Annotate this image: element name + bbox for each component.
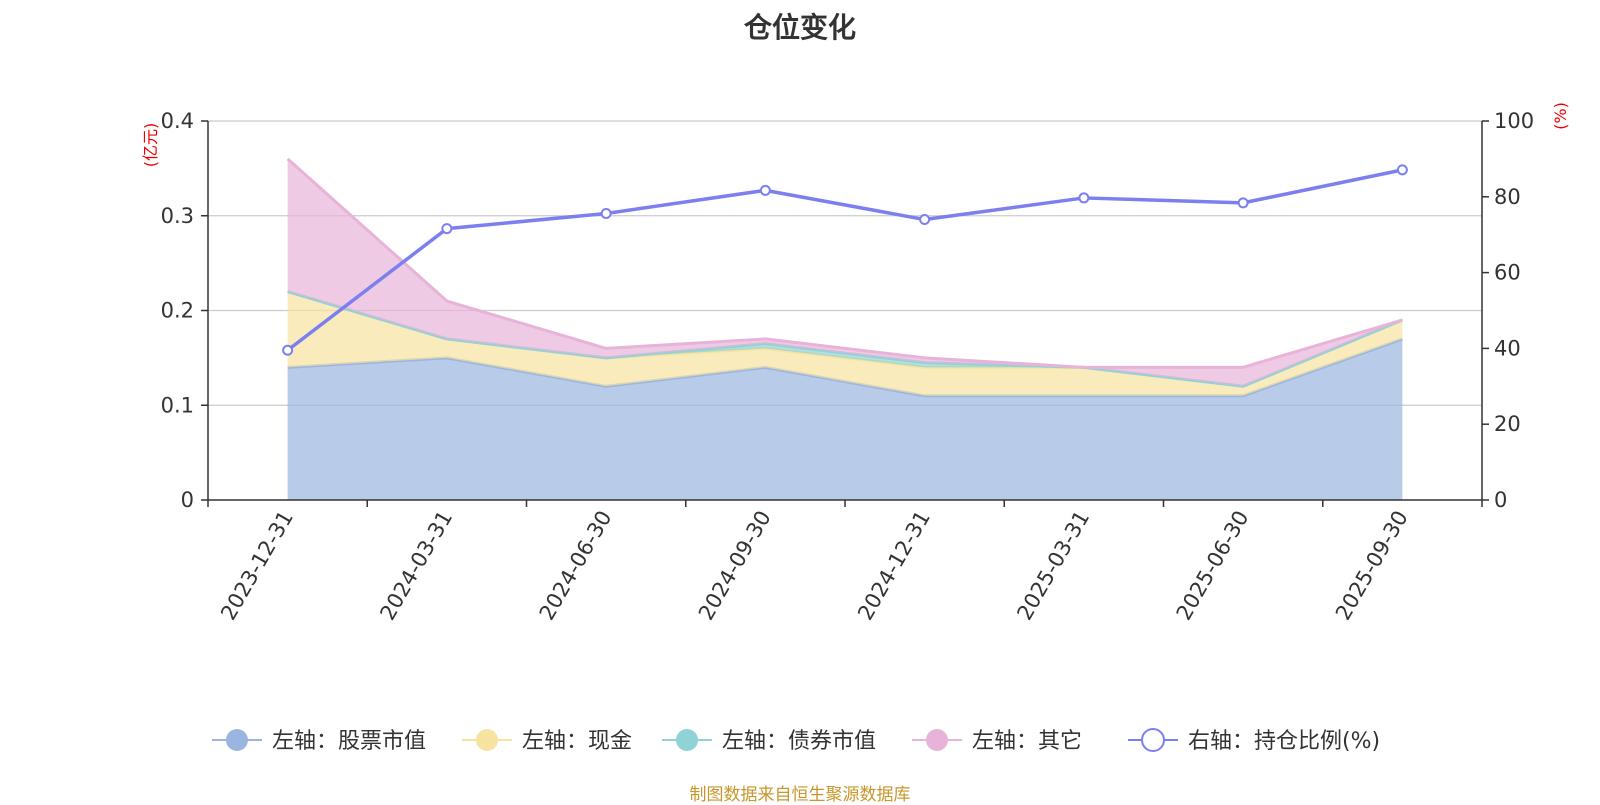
area-series-1 [287,338,1403,500]
x-axis-tick-label: 2025-06-30 [1172,507,1254,625]
holding-ratio-point[interactable] [600,207,612,219]
legend-item-3[interactable]: 左轴：债券市值 [662,729,876,754]
right-axis-tick-label: 0 [1494,488,1507,512]
area-series-2 [287,291,1403,396]
right-axis-tick-label: 20 [1494,412,1521,436]
legend-marker [476,729,498,751]
left-axis-tick-label: 0.2 [161,299,194,323]
legend-marker [676,729,698,751]
right-axis-tick-label: 80 [1494,185,1521,209]
chart-title: 仓位变化 [743,11,856,44]
right-axis-unit: (%) [1551,102,1570,130]
legend-item-5[interactable]: 右轴：持仓比例(%) [1128,728,1380,754]
legend-item-4[interactable]: 左轴：其它 [912,729,1082,754]
legend-item-2[interactable]: 左轴：现金 [462,729,632,754]
x-axis-tick-label: 2024-09-30 [694,507,776,625]
legend-label: 左轴：股票市值 [272,729,426,754]
holding-ratio-point[interactable] [1078,192,1090,204]
holding-ratio-point[interactable] [1396,164,1408,176]
holding-ratio-point[interactable] [759,184,771,196]
legend-marker [926,729,948,751]
left-axis-tick-label: 0 [181,488,194,512]
x-axis-tick-label: 2024-03-31 [375,507,457,625]
left-axis-tick-label: 0.1 [161,393,194,417]
x-axis-tick-label: 2025-03-31 [1012,507,1094,625]
x-axis-tick-label: 2024-12-31 [853,507,935,625]
holding-ratio-point[interactable] [1237,197,1249,209]
x-axis-tick-label: 2025-09-30 [1331,507,1413,625]
legend-label: 左轴：债券市值 [722,729,876,754]
area-edge-series-4 [286,157,1403,369]
legend-marker [226,729,248,751]
holding-ratio-point[interactable] [441,223,453,235]
legend[interactable]: 左轴：股票市值 左轴：现金 左轴：债券市值 左轴：其它 右轴：持仓比例(%) [212,728,1380,754]
holding-ratio-point[interactable] [919,214,931,226]
stacked-areas [286,157,1403,500]
legend-label: 右轴：持仓比例(%) [1188,729,1380,754]
right-axis-tick-label: 40 [1494,336,1521,360]
holding-ratio-point[interactable] [282,344,294,356]
x-axis-tick-label: 2023-12-31 [216,507,298,625]
legend-marker [1141,728,1165,752]
legend-label: 左轴：现金 [522,729,632,754]
x-axis-tick-label: 2024-06-30 [535,507,617,625]
source-note: 制图数据来自恒生聚源数据库 [689,785,911,805]
left-axis-tick-label: 0.3 [161,204,194,228]
right-axis-tick-label: 100 [1494,109,1534,133]
area-series-4 [287,158,1403,387]
legend-label: 左轴：其它 [972,729,1082,754]
legend-item-1[interactable]: 左轴：股票市值 [212,729,426,754]
left-axis-tick-label: 0.4 [161,109,194,133]
holding-ratio-line [282,164,1408,356]
holding-ratio-polyline [286,168,1403,352]
right-axis-tick-label: 60 [1494,261,1521,285]
left-axis-unit: (亿元) [141,123,160,168]
